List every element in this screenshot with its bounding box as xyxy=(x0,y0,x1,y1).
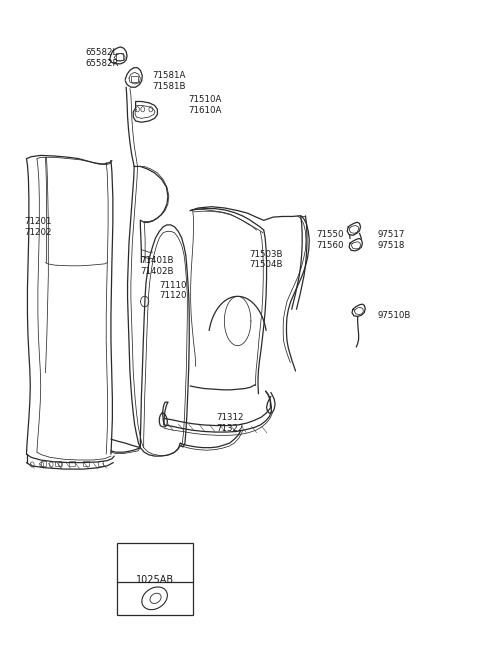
Text: 1025AB: 1025AB xyxy=(135,575,174,586)
Text: 71201
71202: 71201 71202 xyxy=(24,217,52,237)
Bar xyxy=(41,461,47,466)
Ellipse shape xyxy=(142,587,168,610)
Bar xyxy=(84,461,89,466)
Text: 71110
71120: 71110 71120 xyxy=(159,281,187,301)
Bar xyxy=(117,543,192,614)
Bar xyxy=(116,54,123,60)
Ellipse shape xyxy=(150,593,161,603)
Text: 97510B: 97510B xyxy=(378,311,411,320)
Text: 71401B
71402B: 71401B 71402B xyxy=(140,256,174,276)
Bar xyxy=(97,461,103,466)
Text: 71312
71322: 71312 71322 xyxy=(216,413,244,433)
Text: 97517
97518: 97517 97518 xyxy=(378,230,405,250)
Bar xyxy=(131,75,138,82)
Text: 65582L
65582R: 65582L 65582R xyxy=(86,48,120,68)
Text: 71550
71560: 71550 71560 xyxy=(316,230,343,250)
Bar xyxy=(69,461,75,466)
Text: 71581A
71581B: 71581A 71581B xyxy=(152,71,186,91)
Bar xyxy=(55,461,60,466)
Text: 71510A
71610A: 71510A 71610A xyxy=(188,95,221,115)
Text: 71503B
71504B: 71503B 71504B xyxy=(250,250,283,269)
